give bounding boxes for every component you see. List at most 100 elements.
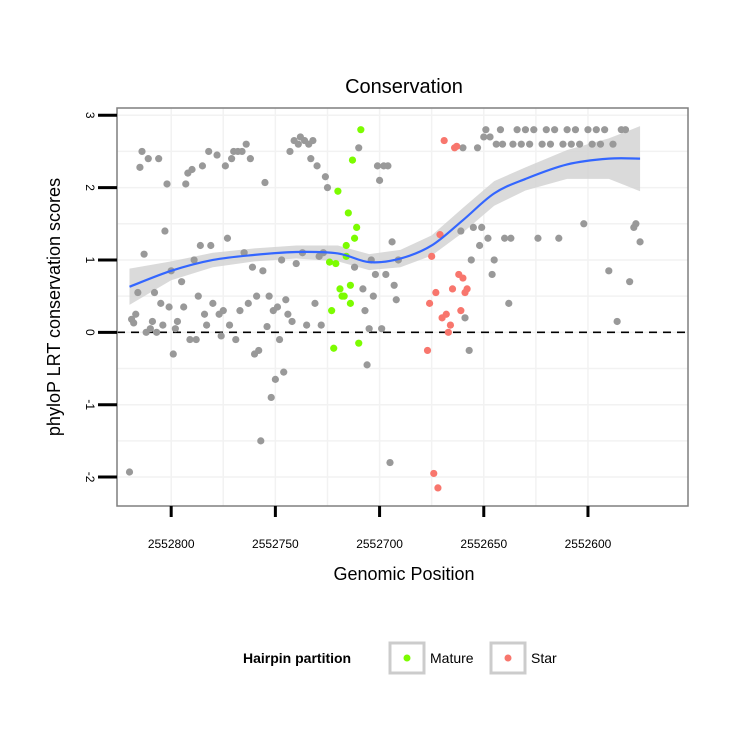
point-other (155, 155, 163, 163)
point-other (188, 165, 196, 174)
point-other (621, 126, 630, 134)
point-other (601, 126, 609, 134)
point-other (632, 220, 640, 228)
point-other (373, 162, 382, 170)
point-other (509, 140, 517, 148)
point-other (486, 133, 494, 141)
point-other (542, 126, 550, 134)
confidence-band-area (129, 126, 641, 305)
point-other (217, 332, 225, 340)
x-tick-label: 2552600 (565, 537, 612, 551)
point-other (275, 335, 284, 344)
x-axis-label: Genomic Position (333, 564, 474, 584)
x-tick-label: 2552800 (148, 537, 195, 551)
point-other (571, 126, 580, 134)
point-other (192, 335, 200, 344)
point-other (386, 458, 394, 467)
point-other (169, 350, 177, 358)
point-other (492, 140, 500, 148)
point-other (228, 155, 236, 163)
point-other (136, 163, 144, 171)
point-other (259, 267, 267, 275)
point-other (173, 317, 182, 326)
point-other (592, 126, 600, 134)
y-tick-label: 3 (83, 112, 97, 119)
point-other (382, 270, 390, 279)
point-star (459, 274, 467, 282)
point-other (513, 126, 521, 134)
point-other (534, 234, 542, 242)
point-star (430, 469, 438, 478)
point-other (476, 241, 484, 250)
point-other (240, 249, 248, 257)
point-other (355, 144, 363, 152)
point-other (309, 136, 317, 145)
legend-key-star (489, 641, 527, 675)
point-mature (355, 339, 363, 347)
point-mature (332, 259, 340, 268)
point-other (288, 317, 296, 326)
point-other (388, 238, 396, 246)
point-other (321, 173, 329, 181)
point-other (317, 321, 325, 329)
point-other (278, 256, 286, 264)
point-other (507, 234, 515, 242)
point-other (207, 241, 215, 250)
point-other (221, 162, 229, 170)
point-other (626, 278, 634, 286)
point-other (303, 321, 311, 329)
point-other (292, 259, 300, 268)
point-other (392, 296, 400, 304)
point-other (498, 140, 507, 148)
point-other (271, 375, 279, 383)
point-star (434, 484, 442, 492)
point-other (196, 241, 204, 250)
point-star (446, 321, 455, 329)
point-other (563, 126, 571, 134)
point-other (125, 468, 134, 476)
plot-border (116, 107, 689, 507)
point-other (501, 234, 509, 242)
point-other (190, 256, 198, 264)
point-other (605, 267, 613, 275)
point-other (546, 140, 555, 148)
point-other (636, 238, 644, 246)
point-other (375, 176, 384, 184)
point-other (505, 299, 513, 307)
point-other (313, 162, 321, 170)
point-star (444, 328, 452, 336)
point-other (138, 147, 146, 156)
x-axis: 2552800 2552750 2552700 2552650 2552600 (148, 506, 612, 551)
point-other (171, 325, 179, 333)
point-other (465, 346, 473, 355)
point-star (432, 288, 440, 297)
point-star (453, 142, 461, 150)
legend-label-mature: Mature (430, 650, 474, 666)
confidence-band (129, 126, 641, 305)
point-other (538, 140, 546, 148)
point-other (209, 299, 217, 307)
point-other (359, 285, 367, 293)
x-tick-label: 2552650 (460, 537, 507, 551)
point-other (161, 227, 169, 235)
points-layer (125, 126, 644, 492)
point-other (488, 270, 496, 279)
point-other (182, 180, 190, 188)
point-other (205, 147, 213, 156)
point-other (140, 250, 148, 258)
point-mature (346, 299, 355, 307)
point-other (613, 317, 621, 326)
point-other (584, 126, 592, 134)
point-other (248, 263, 257, 271)
point-other (323, 184, 332, 192)
point-other (609, 140, 617, 148)
point-other (282, 296, 290, 304)
point-other (186, 335, 194, 344)
point-star (436, 231, 444, 239)
point-other (596, 140, 605, 148)
point-other (490, 256, 498, 264)
point-star (457, 307, 465, 315)
point-mature (344, 209, 352, 217)
smooth-curve-layer (129, 157, 641, 288)
